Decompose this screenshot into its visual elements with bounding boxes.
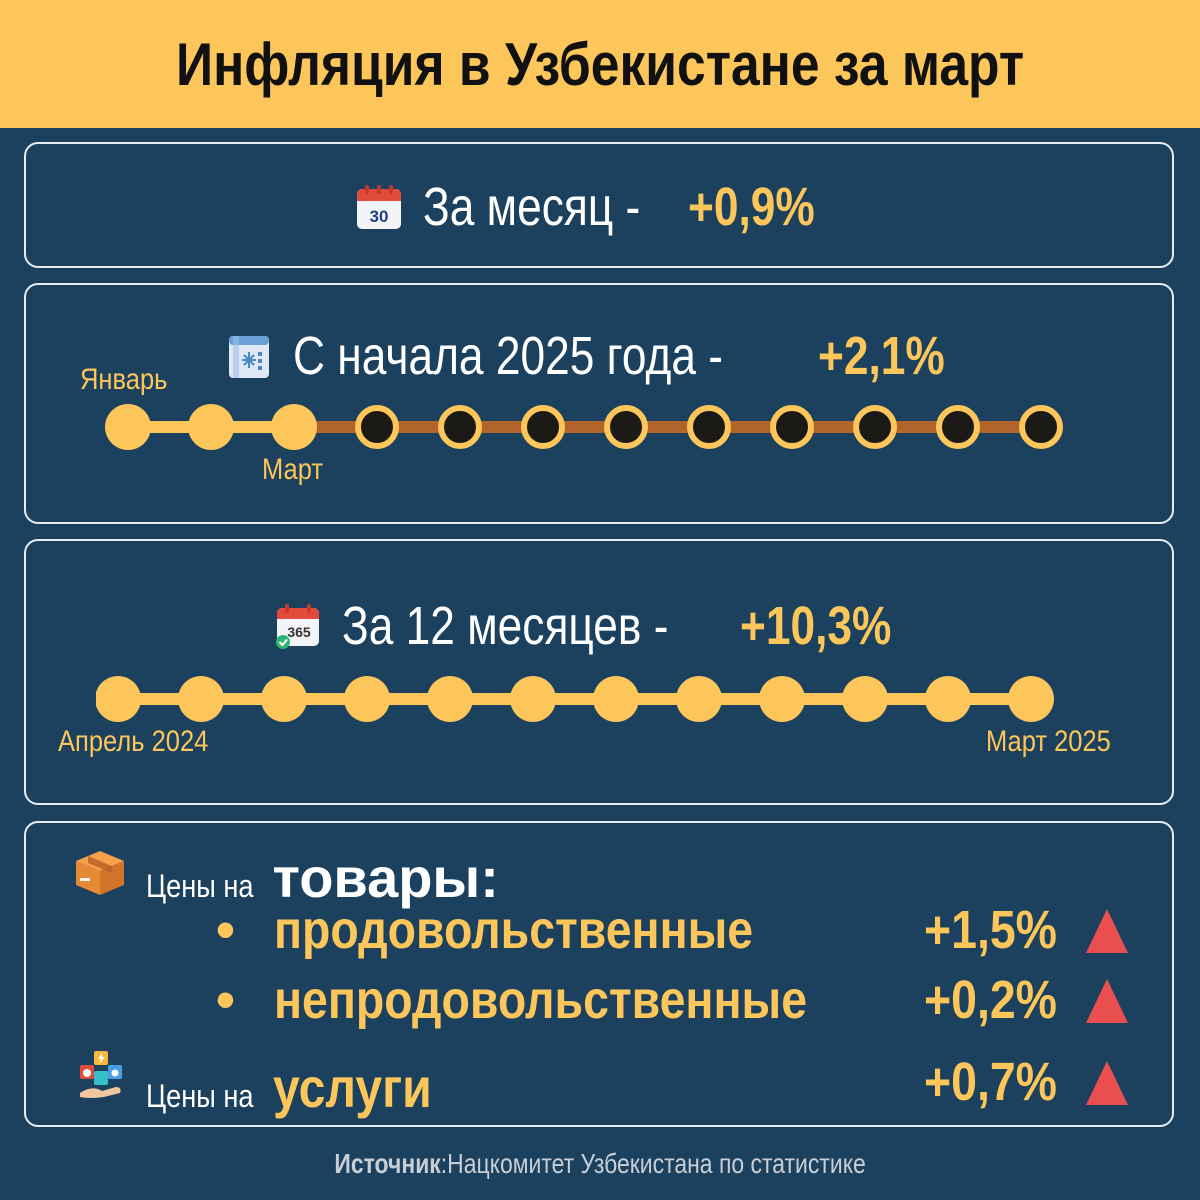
monthly-value: +0,9% [688,177,815,237]
month-dot-elapsed [271,404,317,450]
goods-heading: Цены на товары: [146,845,499,910]
category-name: непродовольственные [274,970,808,1030]
ytd-label: С начала 2025 года - [293,326,724,386]
ytd-card: С начала 2025 года - +2,1% Январь Март [24,283,1174,524]
source-label: Источник [334,1148,441,1179]
calendar-30-icon: 30 [357,185,402,229]
ytd-current-label: Март [262,453,324,486]
trend-up-icon [1086,909,1128,953]
annual-card: 365 За 12 месяцев - +10,3% Апрель 2024 М… [24,539,1174,805]
month-dot-future [355,405,399,449]
source-separator: : [440,1148,448,1179]
ytd-timeline [105,404,1063,450]
annual-value: +10,3% [739,596,892,656]
ytd-headline: С начала 2025 года - +2,1% [26,325,1172,387]
month-dot-future [687,405,731,449]
calendar-365-text: 365 [287,624,311,640]
box-icon [76,851,124,895]
month-dot-elapsed [344,676,390,722]
month-dot-elapsed [842,676,888,722]
month-dot-elapsed [188,404,234,450]
bullet: • [216,970,235,1030]
month-dot-elapsed [1008,676,1054,722]
month-dot-elapsed [676,676,722,722]
utilities-icon [80,1051,122,1098]
services-value: +0,7% [924,1052,1057,1112]
month-dot-elapsed [105,404,151,450]
month-dot-future [604,405,648,449]
annual-label: За 12 месяцев - [341,596,669,656]
services-heading: Цены на услуги [146,1055,457,1120]
page-title: Инфляция в Узбекистане за март [175,30,1025,98]
monthly-card: 30 За месяц - +0,9% [24,142,1174,268]
calendar-day-text: 30 [370,207,389,226]
category-value: +1,5% [924,900,1057,960]
services-prefix: Цены на [146,1078,254,1114]
header-banner: Инфляция в Узбекистане за март [0,0,1200,128]
annual-start-label: Апрель 2024 [58,725,209,758]
goods-colon: : [480,846,499,909]
month-dot-elapsed [593,676,639,722]
month-dot-elapsed [96,676,141,722]
annual-headline: 365 За 12 месяцев - +10,3% [26,595,1172,657]
category-value: +0,2% [924,970,1057,1030]
month-dot-future [770,405,814,449]
goods-prefix: Цены на [146,868,254,904]
services-word: услуги [272,1056,432,1119]
source-text: Нацкомитет Узбекистана по статистике [447,1148,866,1179]
month-dot-future [936,405,980,449]
month-dot-elapsed [178,676,224,722]
month-dot-future [853,405,897,449]
winter-calendar-icon [229,336,270,378]
prices-card: Цены на товары: • продовольственные +1,5… [24,821,1174,1127]
annual-end-label: Март 2025 [986,725,1111,758]
trend-up-icon [1086,979,1128,1023]
month-dot-elapsed [759,676,805,722]
month-dot-elapsed [427,676,473,722]
category-name: продовольственные [274,900,754,960]
monthly-headline: 30 За месяц - +0,9% [26,176,1172,238]
calendar-365-icon: 365 [275,604,319,649]
month-dot-future [1019,405,1063,449]
monthly-label: За месяц - [423,177,641,237]
ytd-value: +2,1% [817,326,945,386]
month-dot-elapsed [925,676,971,722]
annual-timeline [96,676,1054,722]
ytd-start-label: Январь [80,363,168,396]
month-dot-future [521,405,565,449]
month-dot-elapsed [261,676,307,722]
trend-up-icon [1086,1061,1128,1105]
source-line: Источник: Нацкомитет Узбекистана по стат… [0,1148,1200,1180]
bullet: • [216,900,235,960]
month-dot-elapsed [510,676,556,722]
month-dot-future [438,405,482,449]
goods-word: товары [272,846,481,909]
